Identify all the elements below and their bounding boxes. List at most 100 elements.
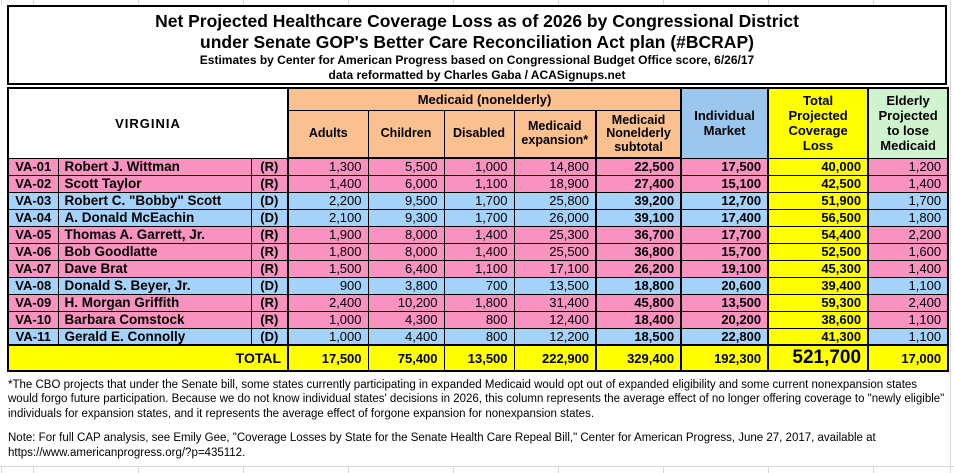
district-cell: VA-10 (7, 310, 59, 329)
rep-name-cell: H. Morgan Griffith (57, 293, 252, 312)
value-cell: 1,100 (443, 259, 515, 278)
rep-name-cell: Scott Taylor (57, 174, 252, 193)
rep-name-cell: Thomas A. Garrett, Jr. (57, 225, 252, 244)
value-cell: 9,300 (367, 208, 445, 227)
district-row: VA-11 Gerald E. Connolly (D) 1,000 4,400 800 1… (7, 327, 949, 346)
total-value-cell: 17,000 (867, 344, 949, 372)
value-cell: 800 (443, 327, 515, 346)
gridline (348, 0, 349, 5)
value-cell: 36,800 (595, 242, 682, 261)
value-cell: 17,100 (513, 259, 597, 278)
medicaid-group-header: Medicaid (nonelderly) (287, 87, 682, 111)
total-label: TOTAL (7, 344, 289, 372)
value-cell: 40,000 (767, 157, 869, 176)
value-cell: 12,700 (680, 191, 769, 210)
gridline (453, 466, 454, 473)
value-cell: 59,300 (767, 293, 869, 312)
party-cell: (D) (250, 327, 289, 346)
district-cell: VA-11 (7, 327, 59, 346)
value-cell: 54,400 (767, 225, 869, 244)
value-cell: 2,400 (287, 293, 369, 312)
individual-market-header: Individual Market (680, 87, 769, 159)
rep-name-cell: Gerald E. Connolly (57, 327, 252, 346)
rep-name-cell: A. Donald McEachin (57, 208, 252, 227)
value-cell: 8,000 (367, 242, 445, 261)
individual-market-header-label: Individual Market (694, 108, 755, 139)
value-cell: 1,700 (443, 191, 515, 210)
total-loss-header: Total Projected Coverage Loss (767, 87, 869, 159)
party-cell: (D) (250, 208, 289, 227)
value-cell: 26,200 (595, 259, 682, 278)
value-cell: 2,100 (287, 208, 369, 227)
gridline (0, 466, 954, 467)
medicaid-subtotal-header-label: Medicaid Nonelderly subtotal (606, 112, 671, 154)
gridline (243, 0, 244, 5)
table-body: VA-01 Robert J. Wittman (R) 1,300 5,500 1,000… (7, 157, 949, 346)
gridline (33, 466, 34, 473)
value-cell: 1,100 (867, 310, 949, 329)
value-cell: 1,400 (287, 174, 369, 193)
source-note-url: https://www.americanprogress.org/?p=4351… (8, 446, 246, 459)
party-cell: (R) (250, 259, 289, 278)
district-row: VA-08 Donald S. Beyer, Jr. (D) 900 3,800 700 1… (7, 276, 949, 295)
value-cell: 22,800 (680, 327, 769, 346)
total-loss-header-label: Total Projected Coverage Loss (788, 93, 848, 154)
district-row: VA-01 Robert J. Wittman (R) 1,300 5,500 1,000… (7, 157, 949, 176)
value-cell: 8,000 (367, 225, 445, 244)
subtitle-line1: Estimates by Center for American Progres… (199, 53, 755, 67)
district-row: VA-02 Scott Taylor (R) 1,400 6,000 1,100 18,90… (7, 174, 949, 193)
district-row: VA-04 A. Donald McEachin (D) 2,100 9,300 1,70… (7, 208, 949, 227)
state-name: VIRGINIA (7, 87, 289, 159)
value-cell: 18,800 (595, 276, 682, 295)
value-cell: 800 (443, 310, 515, 329)
medicaid-subtotal-header: Medicaid Nonelderly subtotal (595, 109, 682, 159)
value-cell: 25,500 (513, 242, 597, 261)
value-cell: 12,400 (513, 310, 597, 329)
total-value-cell: 13,500 (443, 344, 515, 372)
party-cell: (D) (250, 276, 289, 295)
gridline (138, 466, 139, 473)
gridline (950, 0, 951, 473)
value-cell: 700 (443, 276, 515, 295)
value-cell: 3,800 (367, 276, 445, 295)
gridline (768, 0, 769, 5)
value-cell: 1,000 (287, 310, 369, 329)
party-cell: (R) (250, 225, 289, 244)
value-cell: 39,200 (595, 191, 682, 210)
district-cell: VA-09 (7, 293, 59, 312)
district-cell: VA-06 (7, 242, 59, 261)
value-cell: 6,400 (367, 259, 445, 278)
value-cell: 25,300 (513, 225, 597, 244)
gridline (873, 466, 874, 473)
party-cell: (R) (250, 293, 289, 312)
value-cell: 19,100 (680, 259, 769, 278)
district-row: VA-07 Dave Brat (R) 1,500 6,400 1,100 17,100 26… (7, 259, 949, 278)
coverage-table: VIRGINIA Medicaid (nonelderly) Individua… (7, 87, 950, 372)
page-title-line1: Net Projected Healthcare Coverage Loss a… (155, 11, 799, 31)
gridline (33, 0, 34, 5)
cbo-footnote: *The CBO projects that under the Senate … (8, 379, 945, 420)
adults-header: Adults (287, 109, 369, 159)
value-cell: 52,500 (767, 242, 869, 261)
gridline (873, 0, 874, 5)
value-cell: 20,600 (680, 276, 769, 295)
title-box: Net Projected Healthcare Coverage Loss a… (7, 5, 947, 85)
gridline (558, 466, 559, 473)
party-cell: (R) (250, 157, 289, 176)
page-title-line2: under Senate GOP's Better Care Reconcili… (200, 32, 754, 52)
elderly-header-label: Elderly Projected to lose Medicaid (878, 93, 938, 154)
value-cell: 14,800 (513, 157, 597, 176)
rep-name-cell: Robert J. Wittman (57, 157, 252, 176)
value-cell: 1,000 (287, 327, 369, 346)
gridline (663, 466, 664, 473)
value-cell: 56,500 (767, 208, 869, 227)
value-cell: 1,800 (867, 208, 949, 227)
value-cell: 41,300 (767, 327, 869, 346)
children-header: Children (367, 109, 445, 159)
gridline (138, 0, 139, 5)
value-cell: 1,000 (443, 157, 515, 176)
value-cell: 1,700 (443, 208, 515, 227)
value-cell: 1,900 (287, 225, 369, 244)
district-cell: VA-03 (7, 191, 59, 210)
value-cell: 1,800 (287, 242, 369, 261)
